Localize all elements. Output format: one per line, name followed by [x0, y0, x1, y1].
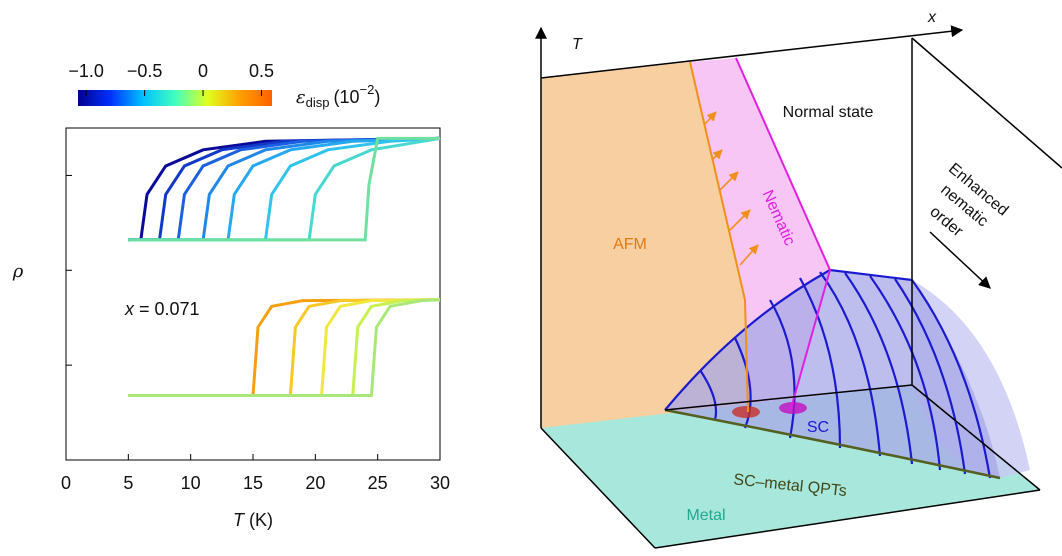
x-axis-label: T (K) [233, 510, 273, 530]
x-tick-label: 0 [61, 473, 71, 493]
colorbar-tick-label: 0.5 [249, 61, 274, 81]
qpt-line [664, 408, 1001, 480]
cb-close: ) [374, 87, 380, 107]
y-axis-label: ρ [12, 261, 24, 282]
x-tick-label: 10 [181, 473, 201, 493]
afm-label: AFM [613, 236, 647, 253]
x-axis-label: x [927, 9, 937, 26]
normal-label: Normal state [783, 104, 874, 121]
cb-sub: disp [306, 95, 330, 110]
phase-diagram: T x Normal state AFM Nematic Enhanced ne… [535, 9, 1062, 549]
metal-label: Metal [686, 507, 725, 524]
annotation-text: = 0.071 [139, 299, 200, 319]
series-line [128, 136, 440, 242]
series-line [128, 136, 441, 242]
x-tick-label: 30 [430, 473, 450, 493]
x-tick-label: 15 [243, 473, 263, 493]
plot-frame [65, 127, 441, 461]
qcp [732, 406, 760, 418]
x-axis-var: T [233, 510, 246, 530]
arrows [703, 111, 759, 266]
cb-symbol: ε [296, 87, 306, 108]
nematic-line [735, 57, 832, 413]
colorbar [78, 90, 272, 106]
cb-exp: −2 [360, 82, 375, 97]
x-axis-unit: (K) [249, 510, 273, 530]
annotation-var: x [124, 299, 135, 319]
box [535, 25, 1062, 549]
colorbar-tick-label: −1.0 [68, 61, 104, 81]
x-tick-label: 25 [368, 473, 388, 493]
afm-region [541, 62, 748, 428]
dome-lines [664, 268, 992, 479]
series-line [128, 298, 441, 397]
afm-line [689, 61, 749, 413]
colorbar-label: εdisp (10−2) [296, 82, 380, 110]
t-axis-label: T [572, 36, 583, 53]
colorbar-tick-label: 0 [198, 61, 208, 81]
colorbar-tick-label: −0.5 [127, 61, 163, 81]
x-tick-label: 20 [305, 473, 325, 493]
cb-unit: (10 [334, 87, 360, 107]
annotation: x = 0.071 [124, 299, 200, 319]
qcp [779, 402, 807, 414]
sc-label: SC [807, 419, 829, 436]
x-tick-label: 5 [123, 473, 133, 493]
